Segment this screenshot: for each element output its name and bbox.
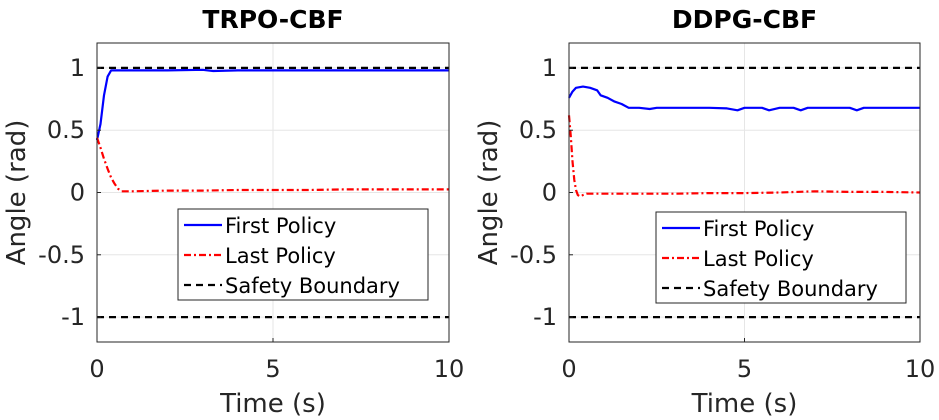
legend: First Policy Last Policy Safety Boundary xyxy=(655,211,907,304)
y-axis-label: Angle (rad) xyxy=(474,120,504,266)
x-tick-label: 0 xyxy=(561,355,576,383)
legend-entry-label: Safety Boundary xyxy=(703,277,878,301)
series-line-first-policy xyxy=(95,68,449,141)
x-tick-label: 10 xyxy=(905,355,936,383)
chart-title: DDPG-CBF xyxy=(672,5,817,34)
legend-entry-label: Last Policy xyxy=(703,247,814,271)
y-axis-label: Angle (rad) xyxy=(2,120,32,266)
y-tick-label: -1 xyxy=(533,303,557,331)
chart-panel-1: 0 5 10 1 0.5 0 -0.5 -1 TRPO-CBF Time (s) Angle (ra… xyxy=(2,5,464,419)
chart-title: TRPO-CBF xyxy=(202,5,343,34)
legend-entry-label: First Policy xyxy=(703,217,814,241)
x-axis-label: Time (s) xyxy=(219,389,326,419)
legend: First Policy Last Policy Safety Boundary xyxy=(177,208,429,301)
y-tick-label: -1 xyxy=(61,303,85,331)
series-line-last-policy xyxy=(567,115,921,198)
y-tick-label: 1 xyxy=(542,54,557,82)
y-tick-label: 0 xyxy=(542,179,557,207)
y-tick-label: -0.5 xyxy=(510,241,557,269)
x-tick-label: 5 xyxy=(265,355,280,383)
x-axis-label: Time (s) xyxy=(691,389,798,419)
y-tick-label: -0.5 xyxy=(38,241,85,269)
x-tick-label: 5 xyxy=(737,355,752,383)
y-tick-label: 0.5 xyxy=(519,116,557,144)
y-tick-label: 0.5 xyxy=(47,116,85,144)
y-tick-label: 1 xyxy=(70,54,85,82)
series-line-first-policy xyxy=(568,85,920,112)
legend-entry-label: Safety Boundary xyxy=(225,274,400,298)
legend-entry-label: First Policy xyxy=(225,214,336,238)
x-tick-label: 0 xyxy=(89,355,104,383)
chart-panel-2: 0 5 10 1 0.5 0 -0.5 -1 DDPG-CBF Time (s) Angle (ra… xyxy=(474,5,935,419)
x-tick-label: 10 xyxy=(434,355,465,383)
legend-entry-label: Last Policy xyxy=(225,244,336,268)
series-line-last-policy xyxy=(95,137,449,193)
y-tick-label: 0 xyxy=(70,179,85,207)
